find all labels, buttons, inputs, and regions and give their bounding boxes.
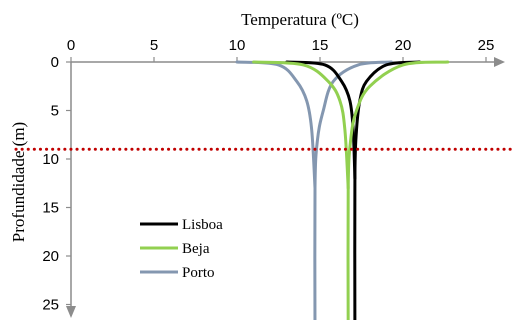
y-tick-label: 10 [42, 151, 59, 168]
y-tick-label: 25 [42, 297, 59, 314]
x-tick-label: 20 [395, 37, 412, 54]
series-line-cold-porto [235, 60, 317, 190]
legend-label-porto: Porto [182, 265, 215, 281]
tick-labels: 0 5 10 15 20 25 0 5 10 15 20 25 [42, 37, 494, 314]
legend-label-lisboa: Lisboa [182, 217, 223, 233]
axes [66, 57, 505, 318]
y-tick-label: 15 [42, 200, 59, 217]
y-tick-label: 0 [51, 54, 59, 71]
x-tick-label: 25 [478, 37, 495, 54]
x-tick-label: 0 [67, 37, 75, 54]
series-curves [235, 60, 450, 320]
series-line-warm-lisboa [353, 60, 422, 320]
y-tick-label: 20 [42, 248, 59, 265]
x-axis-title: Temperatura (ºC) [241, 10, 359, 29]
series-line-cold-beja [252, 60, 350, 190]
legend: Lisboa Beja Porto [140, 217, 223, 281]
y-tick-label: 5 [51, 103, 59, 120]
series-beja [252, 60, 450, 320]
x-tick-label: 10 [229, 37, 246, 54]
x-tick-label: 15 [312, 37, 329, 54]
x-axis-arrow [494, 57, 505, 67]
y-axis-title: Profundidade (m) [9, 122, 28, 242]
series-line-warm-beja [346, 60, 450, 320]
y-axis-arrow [66, 306, 76, 318]
series-line-cold-lisboa [285, 60, 357, 180]
legend-label-beja: Beja [182, 241, 210, 257]
series-line-warm-porto [313, 60, 393, 320]
series-porto [235, 60, 393, 320]
x-tick-label: 5 [150, 37, 158, 54]
